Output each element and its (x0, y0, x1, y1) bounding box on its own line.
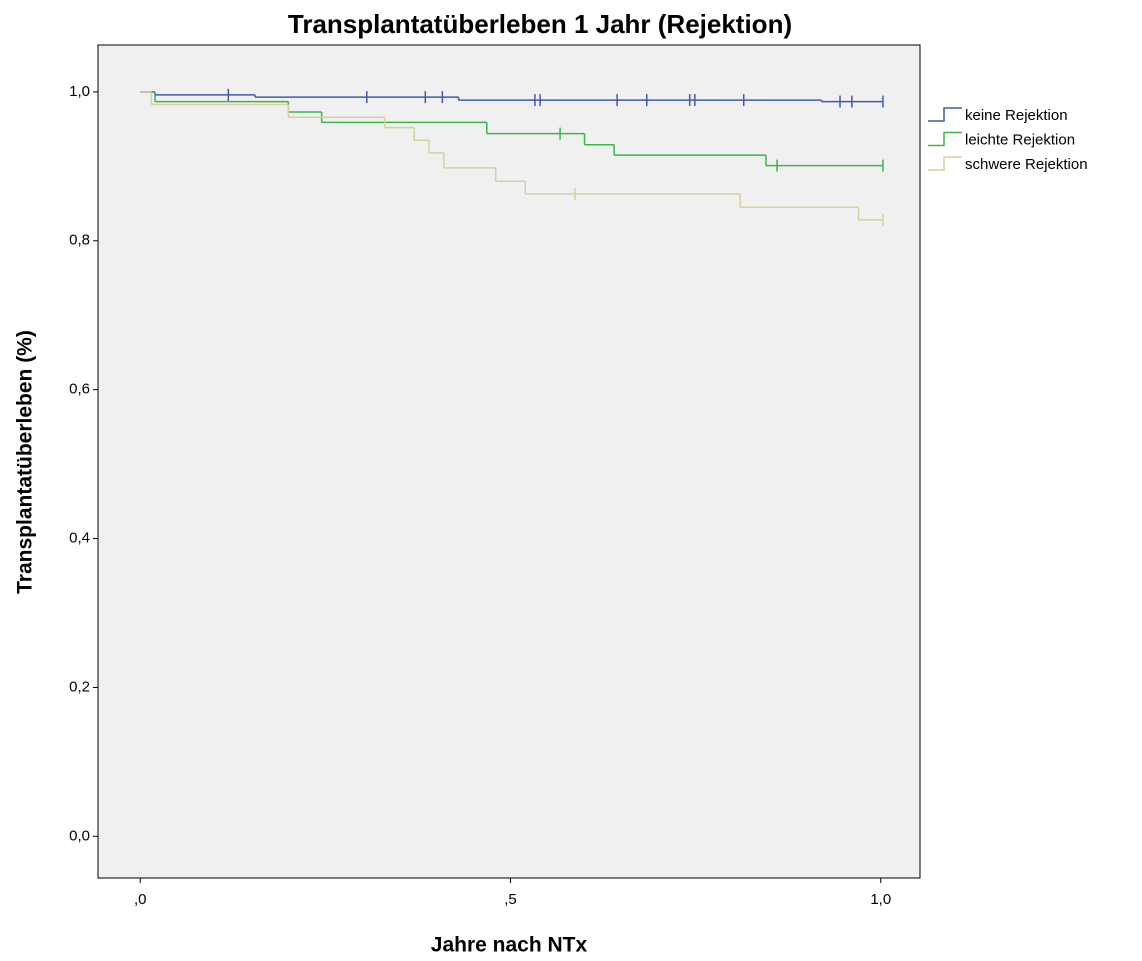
x-tick-label: ,0 (134, 891, 147, 908)
legend-swatch (928, 156, 962, 171)
y-tick-label: 0,6 (69, 381, 90, 398)
x-axis-title: Jahre nach NTx (431, 934, 588, 957)
legend-label: keine Rejektion (965, 107, 1068, 124)
chart-title: Transplantatüberleben 1 Jahr (Rejektion) (288, 9, 792, 39)
legend-label: schwere Rejektion (965, 156, 1088, 173)
legend-swatch (928, 131, 962, 147)
legend-swatch (928, 107, 962, 122)
x-tick-label: 1,0 (870, 891, 891, 908)
y-tick-label: 0,4 (69, 530, 90, 547)
y-tick-label: 0,2 (69, 678, 90, 695)
plot-area (97, 44, 921, 879)
y-axis-title: Transplantatüberleben (%) (14, 330, 37, 594)
legend-label: leichte Rejektion (965, 131, 1075, 148)
y-tick-label: 0,8 (69, 232, 90, 249)
x-tick-label: ,5 (504, 891, 517, 908)
y-tick-label: 0,0 (69, 827, 90, 844)
y-tick-label: 1,0 (69, 83, 90, 100)
